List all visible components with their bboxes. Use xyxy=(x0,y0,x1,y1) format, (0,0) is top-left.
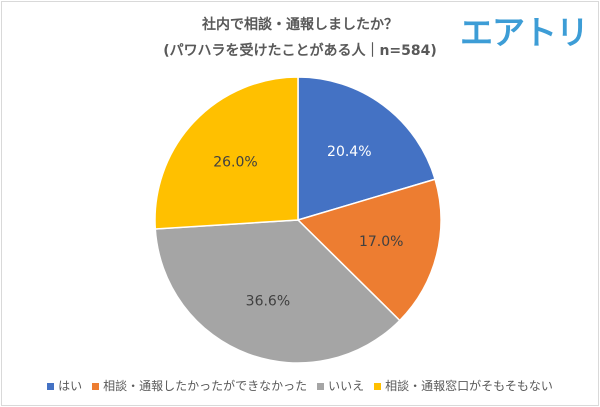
data-label: 26.0% xyxy=(213,154,257,170)
data-label: 20.4% xyxy=(327,144,371,160)
legend-swatch xyxy=(92,383,100,390)
legend-item: 相談・通報したかったができなかった xyxy=(92,377,307,394)
legend-item: 相談・通報窓口がそもそもない xyxy=(374,377,553,394)
legend-item: いいえ xyxy=(317,377,364,394)
chart-title: 社内で相談・通報しましたか？ xyxy=(202,17,398,33)
legend-label: 相談・通報したかったができなかった xyxy=(103,379,308,393)
legend-label: いいえ xyxy=(328,379,365,393)
airtrip-logo: エアトリ xyxy=(460,13,589,52)
pie-slice xyxy=(154,76,299,230)
chart-subtitle: (パワハラを受けたことがある人｜n=584) xyxy=(163,43,437,59)
pie-slice xyxy=(297,76,437,222)
legend-label: はい xyxy=(58,379,83,393)
legend-swatch xyxy=(374,383,382,390)
legend-label: 相談・通報窓口がそもそもない xyxy=(385,379,553,393)
legend-item: はい xyxy=(47,377,82,394)
data-label: 17.0% xyxy=(359,234,403,250)
data-label: 36.6% xyxy=(246,293,290,309)
legend-swatch xyxy=(47,383,55,390)
legend: はい 相談・通報したかったができなかった いいえ 相談・通報窓口がそもそもない xyxy=(0,377,600,394)
pie-slice xyxy=(154,219,401,364)
pie-slice xyxy=(296,178,442,322)
legend-swatch xyxy=(317,383,325,390)
